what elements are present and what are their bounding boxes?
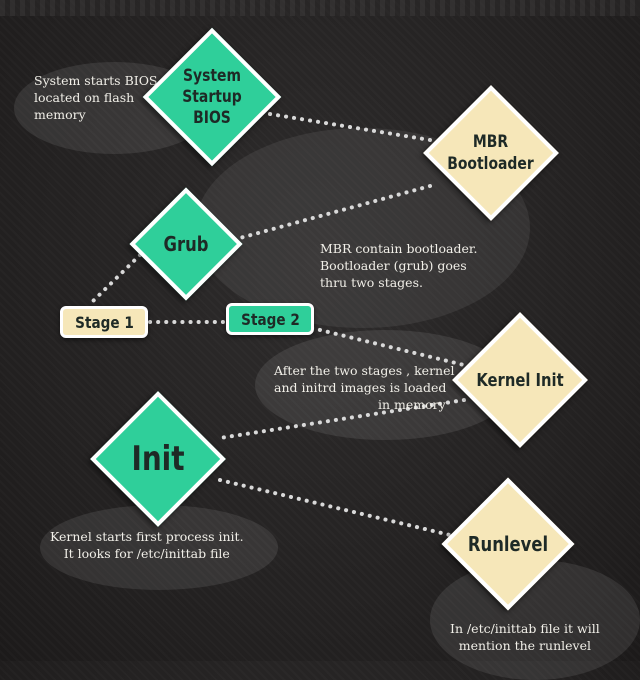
node-stage-1: Stage 1 bbox=[60, 306, 148, 338]
connector-stage2-kernel bbox=[310, 326, 466, 367]
note-line: and initrd images is loaded bbox=[274, 380, 447, 395]
note-line: After the two stages , kernel bbox=[274, 363, 455, 378]
top-pattern-band bbox=[0, 0, 640, 16]
node-label: System Startup bbox=[182, 65, 242, 107]
runlevel-note: In /etc/inittab file it will mention the… bbox=[450, 620, 600, 654]
node-label: Stage 2 bbox=[240, 309, 300, 329]
node-runlevel: Runlevel bbox=[441, 477, 575, 611]
connector-lines bbox=[88, 112, 466, 537]
init-note: Kernel starts first process init. It loo… bbox=[50, 528, 244, 562]
bios-note: System starts BIOS located on flash memo… bbox=[34, 72, 158, 123]
node-label: BIOS bbox=[193, 107, 231, 128]
connector-grub-stage1 bbox=[88, 253, 142, 306]
note-line: memory bbox=[34, 107, 86, 122]
node-label: Stage 1 bbox=[74, 312, 134, 332]
note-line: mention the runlevel bbox=[458, 638, 591, 653]
note-line: located on flash bbox=[34, 90, 135, 105]
note-line: System starts BIOS bbox=[34, 73, 158, 88]
note-line: in memory bbox=[378, 397, 446, 412]
connector-mbr-grub bbox=[238, 184, 432, 240]
node-kernel-init: Kernel Init bbox=[452, 312, 588, 448]
mbr-note: MBR contain bootloader. Bootloader (grub… bbox=[320, 240, 477, 291]
node-system-startup-bios: System Startup BIOS bbox=[142, 27, 282, 167]
connector-bios-mbr bbox=[268, 112, 432, 142]
note-line: Kernel starts first process init. bbox=[50, 529, 244, 544]
note-line: MBR contain bootloader. bbox=[320, 241, 478, 256]
node-init: Init bbox=[90, 391, 226, 527]
note-line: Bootloader (grub) goes bbox=[320, 258, 467, 273]
node-label: MBR bbox=[472, 131, 509, 152]
node-grub: Grub bbox=[129, 187, 243, 301]
note-line: It looks for /etc/inittab file bbox=[63, 546, 230, 561]
node-stage-2: Stage 2 bbox=[226, 303, 314, 335]
node-mbr-bootloader: MBR Bootloader bbox=[422, 84, 559, 221]
kernel-note: After the two stages , kernel and initrd… bbox=[274, 362, 474, 413]
note-line: thru two stages. bbox=[320, 275, 423, 290]
node-label: Bootloader bbox=[447, 153, 534, 174]
note-line: In /etc/inittab file it will bbox=[450, 621, 600, 636]
connector-init-runlevel bbox=[218, 478, 452, 537]
connector-kernel-init bbox=[218, 398, 466, 440]
